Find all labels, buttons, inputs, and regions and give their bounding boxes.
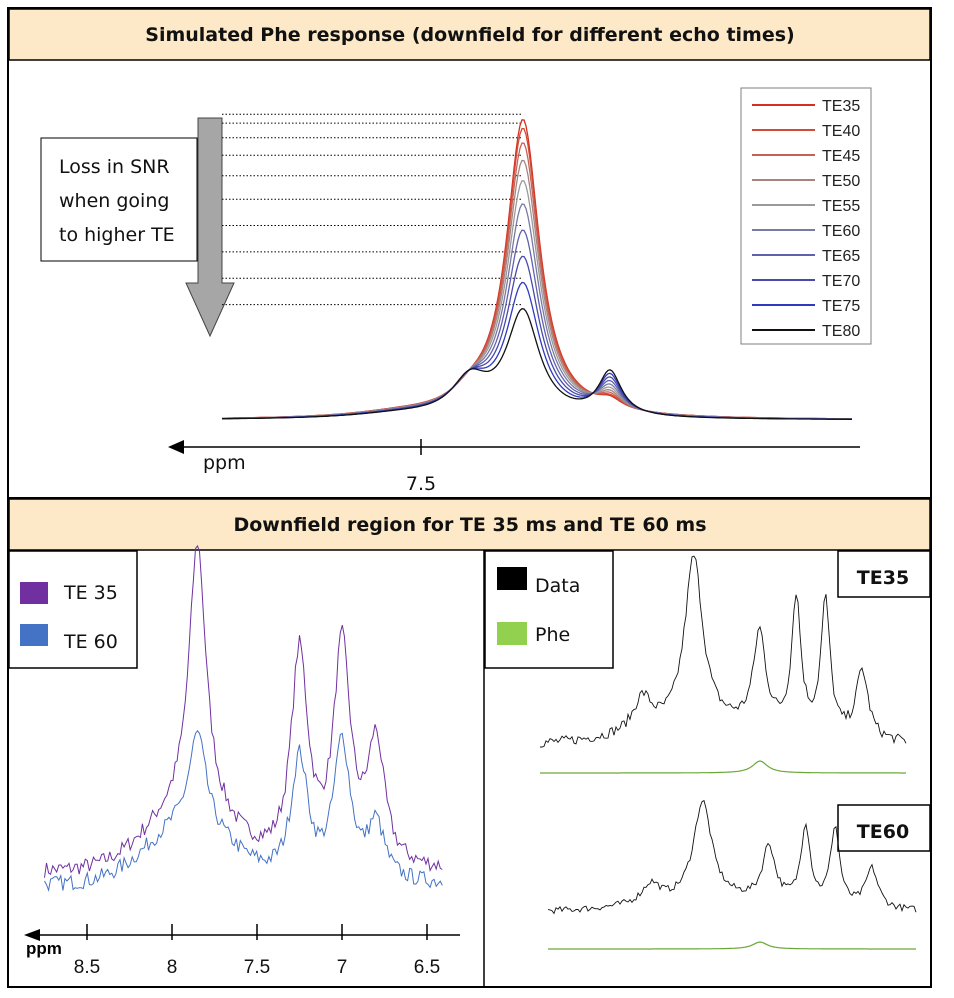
spectrum-te-35: [44, 544, 443, 878]
legend-label-data: Data: [535, 575, 580, 597]
legend-label-te75: TE75: [822, 298, 860, 315]
spectrum-te80: [221, 308, 852, 420]
tick-label-7: 7: [337, 957, 348, 978]
te35-data-trace: [540, 555, 907, 748]
legend-label-te35: TE35: [822, 98, 860, 115]
bottom-header-bar: [8, 498, 931, 551]
peak-level-lines: [222, 113, 523, 306]
te35-label-box: [837, 550, 931, 598]
bottom-panel-title: Downfield region for TE 35 ms and TE 60 …: [233, 514, 706, 536]
down-arrow-icon: [185, 117, 235, 338]
legend-label-te80: TE80: [822, 323, 860, 340]
bottom-left-panel: TE 35 TE 60 8.5 8 7.5 7 6.5 ppm: [8, 544, 460, 978]
bottom-axis-ticks: 8.5 8 7.5 7 6.5: [74, 924, 440, 978]
legend-label-te70: TE70: [822, 273, 860, 290]
top-axis-arrowhead-icon: [168, 440, 184, 454]
top-panel: Loss in SNR when going to higher TE ppm …: [40, 87, 872, 495]
bottom-right-spectra: [540, 555, 917, 950]
bottom-left-spectra: [44, 544, 443, 893]
bottom-axis-arrowhead-icon: [24, 929, 40, 941]
legend-swatch-te35: [20, 582, 48, 604]
legend-label-te45: TE45: [822, 148, 860, 165]
legend-label-te50: TE50: [822, 173, 860, 190]
te60-data-trace: [547, 799, 917, 915]
legend-label-phe: Phe: [535, 624, 570, 646]
te35-phe-trace: [540, 760, 906, 774]
tick-label-8.5: 8.5: [74, 957, 100, 978]
top-legend: TE35 TE40 TE45 TE50 TE55 TE60 TE65 TE70 TE75 TE80: [752, 98, 860, 340]
top-axis-tick-label: 7.5: [406, 473, 436, 495]
legend-label-te55: TE55: [822, 198, 860, 215]
annotation-line-2: when going: [59, 190, 169, 212]
snr-annotation-box: [40, 137, 198, 262]
top-axis-label: ppm: [203, 452, 246, 474]
te60-label: TE60: [857, 821, 909, 843]
left-legend-box: [8, 550, 138, 669]
legend-label-te60: TE 60: [63, 631, 118, 653]
te60-label-box: [837, 804, 931, 852]
legend-label-te65: TE65: [822, 248, 860, 265]
te35-label: TE35: [857, 567, 909, 589]
annotation-line-3: to higher TE: [59, 224, 175, 246]
tick-label-6.5: 6.5: [414, 957, 440, 978]
te60-phe-trace: [548, 941, 916, 950]
legend-label-te60: TE60: [822, 223, 860, 240]
bottom-right-panel: Data Phe TE35 TE60: [484, 550, 931, 950]
tick-label-8: 8: [167, 957, 178, 978]
top-header-bar: [8, 8, 931, 61]
bottom-axis-label: ppm: [26, 939, 62, 958]
top-panel-title: Simulated Phe response (downfield for di…: [145, 24, 794, 46]
legend-swatch-phe: [497, 622, 527, 645]
legend-label-te40: TE40: [822, 123, 860, 140]
tick-label-7.5: 7.5: [244, 957, 270, 978]
legend-label-te35: TE 35: [63, 582, 118, 604]
legend-swatch-te60: [20, 624, 48, 646]
legend-swatch-data: [497, 567, 527, 590]
te-spectra: [221, 119, 853, 420]
spectrum-te-60: [44, 729, 443, 893]
annotation-line-1: Loss in SNR: [59, 156, 170, 178]
